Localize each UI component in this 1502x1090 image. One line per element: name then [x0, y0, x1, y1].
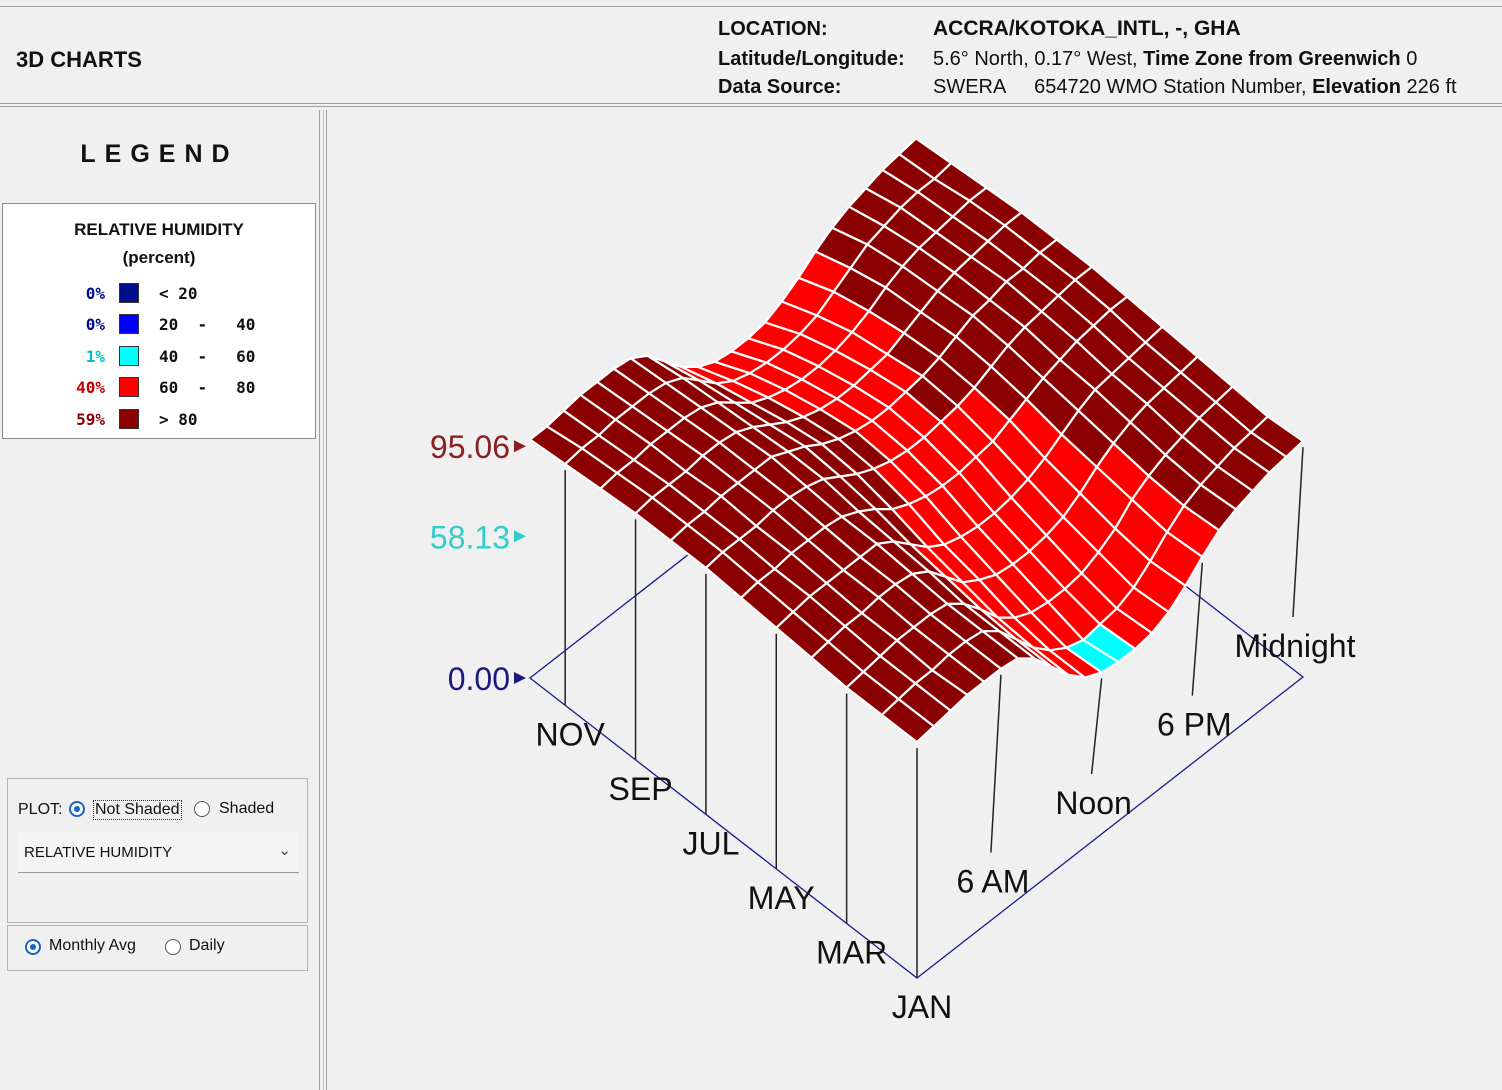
month-tick-label: JUL — [682, 825, 739, 861]
timezone-label: Time Zone from Greenwich — [1143, 48, 1401, 70]
location-row: LOCATION: ACCRA/KOTOKA_INTL, -, GHA — [718, 17, 1241, 41]
elevation-value: 226 ft — [1406, 76, 1457, 98]
hour-tick-label: Midnight — [1235, 628, 1356, 664]
legend-row: 0% 20 - 40 — [3, 314, 315, 336]
latlon-value: 5.6° North, 0.17° West, — [933, 48, 1138, 70]
not-shaded-label[interactable]: Not Shaded — [93, 800, 182, 820]
legend-percent: 59% — [76, 410, 105, 429]
hour-tick-line — [1191, 562, 1204, 696]
period-options-panel: Monthly Avg Daily — [7, 925, 308, 971]
hour-tick-label: 6 PM — [1157, 707, 1232, 743]
legend-range: > 80 — [159, 410, 198, 429]
hour-tick-line — [990, 674, 1002, 853]
legend-swatch — [119, 346, 139, 366]
z-marker-arrow — [514, 672, 526, 684]
legend-range: 60 - 80 — [159, 378, 256, 397]
legend-percent: 0% — [85, 284, 105, 303]
left-panel: LEGEND RELATIVE HUMIDITY (percent) 0% < … — [0, 110, 320, 1090]
legend-swatch — [119, 283, 139, 303]
month-tick-label: SEP — [609, 771, 673, 807]
legend-swatch — [119, 314, 139, 334]
month-tick-label: MAR — [816, 934, 887, 970]
latlon-row: Latitude/Longitude: 5.6° North, 0.17° Wes… — [718, 48, 1417, 71]
daily-label[interactable]: Daily — [189, 937, 225, 954]
header-bar: 3D CHARTS LOCATION: ACCRA/KOTOKA_INTL, -,… — [0, 9, 1502, 104]
latlon-label: Latitude/Longitude: — [718, 48, 905, 70]
legend-heading: RELATIVE HUMIDITY — [74, 220, 244, 239]
location-label: LOCATION: — [718, 18, 828, 40]
z-marker-arrow — [514, 530, 526, 543]
legend-swatch — [119, 409, 139, 429]
daily-radio[interactable] — [165, 939, 181, 955]
legend-row: 0% < 20 — [3, 283, 315, 305]
surface-cell — [880, 697, 935, 744]
legend-percent: 1% — [85, 347, 105, 366]
source-label: Data Source: — [718, 76, 842, 98]
variable-select-value: RELATIVE HUMIDITY — [24, 844, 173, 861]
location-value: ACCRA/KOTOKA_INTL, -, GHA — [933, 17, 1241, 40]
month-tick-label: NOV — [536, 716, 606, 752]
header-divider — [0, 106, 1502, 107]
hour-tick-line — [1090, 678, 1103, 775]
chevron-down-icon: ⌄ — [278, 842, 291, 859]
variable-select[interactable]: RELATIVE HUMIDITY ⌄ — [18, 832, 299, 873]
chart-panel: JAN MAR MAY JUL SEP NOV 6 AM Noon 6 PM Midnight 9… — [326, 110, 1502, 1090]
hour-tick-label: 6 AM — [956, 864, 1029, 900]
legend-range: 20 - 40 — [159, 315, 256, 334]
shaded-radio[interactable] — [194, 801, 210, 817]
app-title: 3D CHARTS — [16, 47, 142, 72]
z-marker-arrow — [514, 440, 526, 453]
plot-options-panel: PLOT: Not Shaded Shaded RELATIVE HUMIDIT… — [7, 778, 308, 923]
legend-unit: (percent) — [122, 248, 196, 267]
station-value: 654720 WMO Station Number, — [1034, 76, 1307, 98]
top-border — [0, 6, 1502, 7]
monthly-avg-label[interactable]: Monthly Avg — [49, 937, 136, 954]
legend-row: 59% > 80 — [3, 409, 315, 431]
source-value: SWERA — [933, 76, 1007, 98]
elevation-label: Elevation — [1312, 76, 1401, 98]
monthly-avg-radio[interactable] — [25, 939, 41, 955]
legend-swatch — [119, 377, 139, 397]
legend-row: 1% 40 - 60 — [3, 346, 315, 368]
legend-row: 40% 60 - 80 — [3, 377, 315, 399]
surface-mesh — [528, 137, 1305, 979]
z-marker-label: 58.13 — [430, 519, 510, 555]
legend-percent: 0% — [85, 315, 105, 334]
panel-divider — [323, 110, 324, 1090]
shaded-label[interactable]: Shaded — [219, 800, 275, 817]
legend-title: LEGEND — [80, 140, 239, 168]
not-shaded-radio[interactable] — [69, 801, 85, 817]
legend-percent: 40% — [76, 378, 105, 397]
source-row: Data Source: SWERA 654720 WMO Station Num… — [718, 76, 1457, 99]
legend-box: RELATIVE HUMIDITY (percent) 0% < 20 0% 2… — [2, 203, 316, 439]
month-tick-label: MAY — [748, 880, 815, 916]
z-markers: 95.06 58.13 0.00 — [430, 429, 526, 697]
hour-tick-line — [1292, 447, 1304, 618]
month-tick-label: JAN — [892, 989, 952, 1025]
plot-label: PLOT: — [18, 801, 63, 818]
z-marker-label: 0.00 — [448, 661, 510, 697]
z-marker-label: 95.06 — [430, 429, 510, 465]
legend-range: < 20 — [159, 284, 198, 303]
legend-range: 40 - 60 — [159, 347, 256, 366]
timezone-value: 0 — [1406, 48, 1418, 70]
hour-tick-label: Noon — [1055, 785, 1132, 821]
